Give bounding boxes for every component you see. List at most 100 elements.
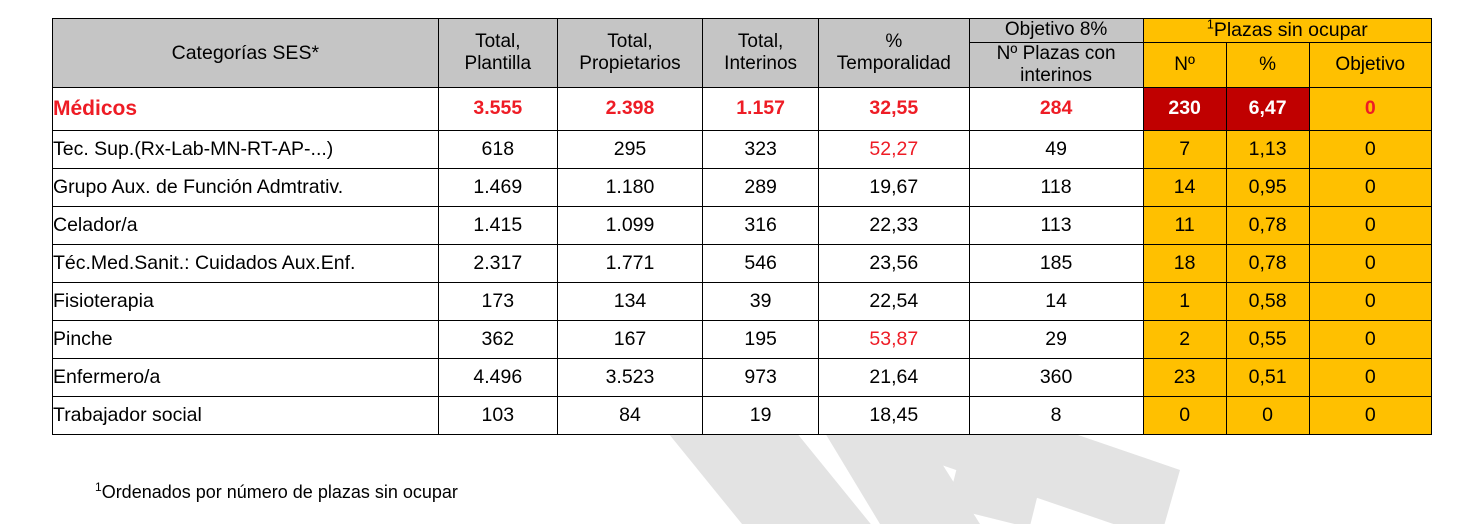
col-header-total-plantilla-line2: Plantilla [464,52,532,74]
cell-categoria: Médicos [52,86,439,131]
col-header-plazas-con-interinos-line1: Nº Plazas con [996,42,1116,64]
cell-sin-ocupar-objetivo: 0 [1308,281,1433,321]
footnote-marker-header: 1 [1206,17,1214,32]
cell-total-interinos: 39 [702,281,820,321]
cell-sin-ocupar-porcentaje: 0,51 [1225,357,1310,397]
cell-plazas-con-interinos: 14 [968,281,1144,321]
table-header: Categorías SES* Total, Plantilla Total, … [52,17,1433,88]
cell-sin-ocupar-porcentaje: 0,78 [1225,205,1310,245]
cell-pct-temporalidad: 32,55 [818,86,970,131]
cell-plazas-con-interinos: 113 [968,205,1144,245]
cell-total-interinos: 323 [702,129,820,169]
cell-sin-ocupar-objetivo: 0 [1308,243,1433,283]
cell-sin-ocupar-numero: 18 [1142,243,1227,283]
ses-categories-table: Categorías SES* Total, Plantilla Total, … [52,17,1433,435]
cell-sin-ocupar-porcentaje: 6,47 [1225,86,1310,131]
table-row: Tec. Sup.(Rx-Lab-MN-RT-AP-...) 618 295 323 5… [52,129,1433,169]
header-row-group: Categorías SES* Total, Plantilla Total, … [52,17,1433,88]
cell-sin-ocupar-numero: 11 [1142,205,1227,245]
cell-categoria: Fisioterapia [52,281,439,321]
cell-sin-ocupar-objetivo: 0 [1308,86,1433,131]
col-header-pct-temporalidad-line1: % [885,30,903,52]
cell-total-plantilla: 103 [437,395,558,435]
cell-total-interinos: 195 [702,319,820,359]
cell-total-interinos: 316 [702,205,820,245]
cell-sin-ocupar-numero: 2 [1142,319,1227,359]
col-header-categorias: Categorías SES* [52,18,439,88]
table-row: Pinche 362 167 195 53,87 29 2 0,55 0 [52,319,1433,359]
cell-total-plantilla: 1.469 [437,167,558,207]
cell-sin-ocupar-porcentaje: 1,13 [1225,129,1310,169]
cell-total-plantilla: 4.496 [437,357,558,397]
table-row: Médicos 3.555 2.398 1.157 32,55 284 230 6,47 0 [52,86,1433,131]
cell-sin-ocupar-objetivo: 0 [1308,167,1433,207]
cell-sin-ocupar-numero: 1 [1142,281,1227,321]
cell-sin-ocupar-numero: 230 [1142,86,1227,131]
cell-sin-ocupar-objetivo: 0 [1308,357,1433,397]
table-footnote: 1Ordenados por número de plazas sin ocup… [95,480,458,503]
cell-pct-temporalidad: 52,27 [818,129,970,169]
table-row: Téc.Med.Sanit.: Cuidados Aux.Enf. 2.317 1.… [52,243,1433,283]
col-header-pct-temporalidad-line2: Temporalidad [836,52,951,74]
col-header-total-interinos-line1: Total, [737,30,784,52]
cell-sin-ocupar-numero: 0 [1142,395,1227,435]
cell-total-propietarios: 167 [556,319,704,359]
cell-plazas-con-interinos: 29 [968,319,1144,359]
cell-total-plantilla: 173 [437,281,558,321]
cell-plazas-con-interinos: 185 [968,243,1144,283]
cell-pct-temporalidad: 22,33 [818,205,970,245]
table-container: Categorías SES* Total, Plantilla Total, … [52,17,1433,435]
table-row: Enfermero/a 4.496 3.523 973 21,64 360 23 0,51 0 [52,357,1433,397]
cell-categoria: Celador/a [52,205,439,245]
col-header-objetivo-8pct: Objetivo 8% [968,18,1144,43]
table-body: Médicos 3.555 2.398 1.157 32,55 284 230 6,47 0 Te… [52,86,1433,435]
col-header-total-propietarios-line2: Propietarios [579,52,681,74]
cell-categoria: Enfermero/a [52,357,439,397]
cell-categoria: Téc.Med.Sanit.: Cuidados Aux.Enf. [52,243,439,283]
cell-plazas-con-interinos: 118 [968,167,1144,207]
cell-total-propietarios: 1.099 [556,205,704,245]
cell-categoria: Grupo Aux. de Función Admtrativ. [52,167,439,207]
cell-plazas-con-interinos: 49 [968,129,1144,169]
cell-categoria: Tec. Sup.(Rx-Lab-MN-RT-AP-...) [52,129,439,169]
col-header-total-propietarios: Total, Propietarios [556,18,704,88]
cell-total-interinos: 289 [702,167,820,207]
cell-pct-temporalidad: 22,54 [818,281,970,321]
cell-total-interinos: 546 [702,243,820,283]
cell-sin-ocupar-porcentaje: 0,78 [1225,243,1310,283]
col-header-total-plantilla: Total, Plantilla [437,18,558,88]
cell-sin-ocupar-porcentaje: 0 [1225,395,1310,435]
col-header-total-interinos-line2: Interinos [724,52,798,74]
col-header-plazas-con-interinos-line2: interinos [1020,64,1092,86]
col-header-pct-temporalidad: % Temporalidad [818,18,970,88]
cell-total-interinos: 1.157 [702,86,820,131]
cell-total-propietarios: 1.180 [556,167,704,207]
table-row: Fisioterapia 173 134 39 22,54 14 1 0,58 0 [52,281,1433,321]
cell-sin-ocupar-objetivo: 0 [1308,205,1433,245]
cell-sin-ocupar-objetivo: 0 [1308,319,1433,359]
footnote-marker: 1 [95,480,102,494]
table-row: Celador/a 1.415 1.099 316 22,33 113 11 0,78 0 [52,205,1433,245]
cell-total-plantilla: 3.555 [437,86,558,131]
footnote-text: Ordenados por número de plazas sin ocupa… [101,482,458,502]
cell-total-plantilla: 1.415 [437,205,558,245]
cell-pct-temporalidad: 53,87 [818,319,970,359]
cell-sin-ocupar-numero: 23 [1142,357,1227,397]
cell-sin-ocupar-numero: 7 [1142,129,1227,169]
table-row: Trabajador social 103 84 19 18,45 8 0 0 0 [52,395,1433,435]
cell-sin-ocupar-porcentaje: 0,58 [1225,281,1310,321]
col-header-sin-ocupar-porcentaje: % [1225,41,1310,88]
col-header-sin-ocupar-numero: Nº [1142,41,1227,88]
cell-sin-ocupar-objetivo: 0 [1308,395,1433,435]
cell-total-plantilla: 618 [437,129,558,169]
cell-total-propietarios: 3.523 [556,357,704,397]
cell-pct-temporalidad: 23,56 [818,243,970,283]
cell-total-interinos: 973 [702,357,820,397]
cell-pct-temporalidad: 19,67 [818,167,970,207]
cell-categoria: Pinche [52,319,439,359]
cell-total-plantilla: 362 [437,319,558,359]
cell-total-propietarios: 84 [556,395,704,435]
cell-total-propietarios: 134 [556,281,704,321]
cell-pct-temporalidad: 21,64 [818,357,970,397]
cell-total-propietarios: 1.771 [556,243,704,283]
